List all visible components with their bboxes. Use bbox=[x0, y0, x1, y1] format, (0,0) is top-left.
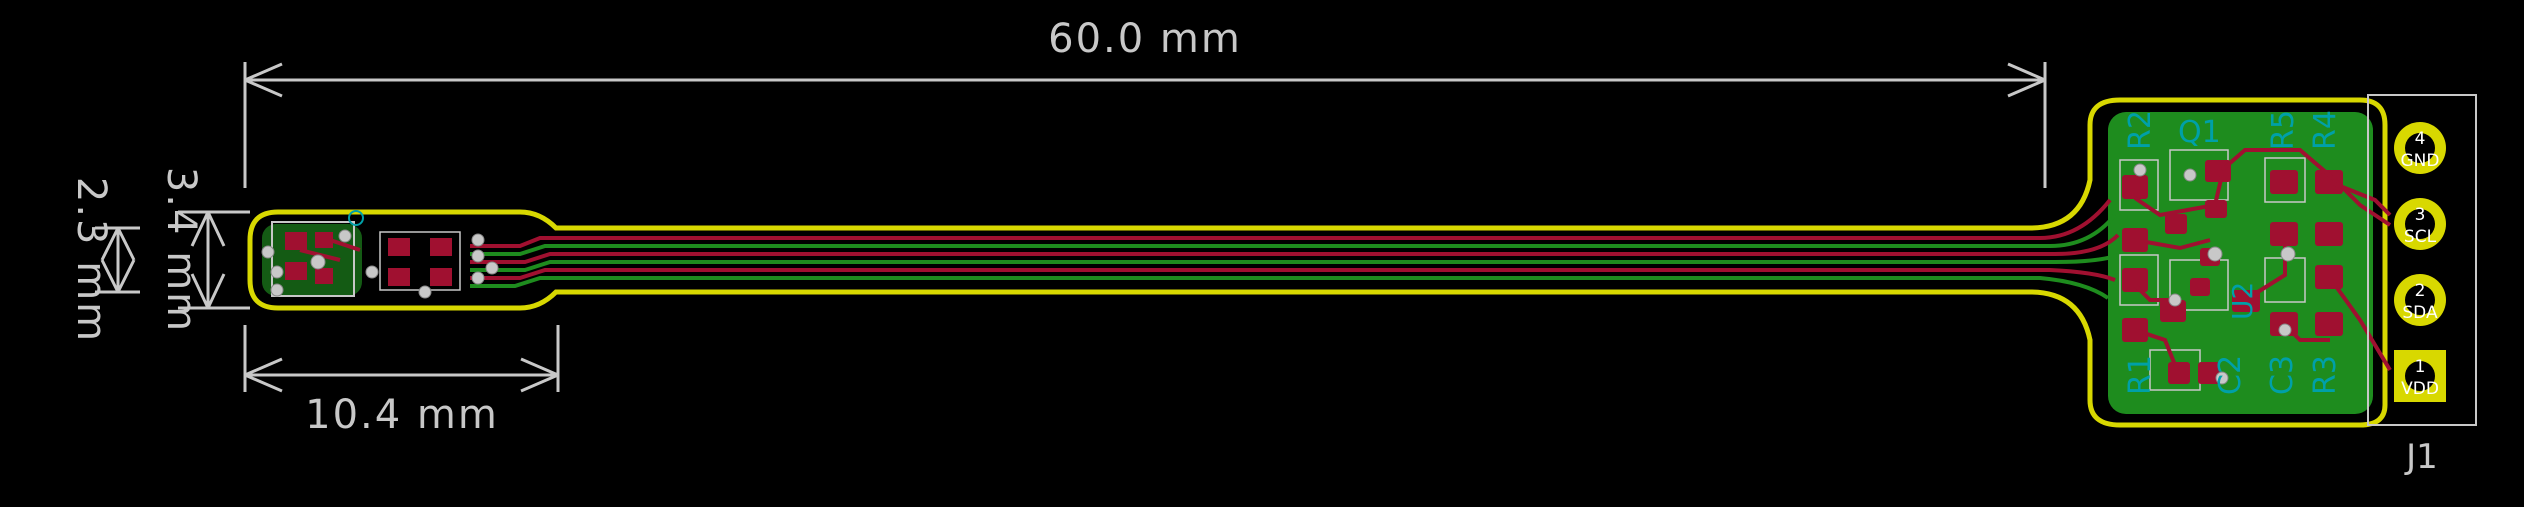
pin-3-label: SCL bbox=[2404, 227, 2437, 247]
connector-pin-4[interactable]: 4 GND bbox=[2394, 122, 2446, 174]
connector-pin-3[interactable]: 3 SCL bbox=[2394, 198, 2446, 250]
pin-4-label: GND bbox=[2401, 151, 2440, 171]
pin-1-label: VDD bbox=[2401, 379, 2439, 399]
dimension-tip-width-label: 10.4 mm bbox=[305, 392, 499, 438]
head-traces bbox=[2133, 148, 2392, 372]
dimension-outer-height-label: 3.4 mm bbox=[158, 167, 204, 333]
pin-2-number: 2 bbox=[2415, 281, 2426, 301]
connector-pin-2[interactable]: 2 SDA bbox=[2394, 274, 2446, 326]
ref-r3: R3 bbox=[2308, 355, 2343, 395]
ref-r2: R2 bbox=[2123, 110, 2158, 150]
ref-u2: U2 bbox=[2226, 282, 2259, 320]
pin-3-number: 3 bbox=[2415, 205, 2426, 225]
reference-designators: R2 Q1 R5 R4 U2 R1 C2 C3 R3 bbox=[2123, 110, 2343, 395]
dimension-inner-height bbox=[95, 226, 140, 294]
dimension-length-label: 60.0 mm bbox=[1048, 16, 1242, 62]
trace-bundle bbox=[470, 198, 2120, 300]
ref-c3: C3 bbox=[2265, 355, 2300, 395]
connector-j1-courtyard bbox=[2367, 94, 2477, 426]
ref-c2: C2 bbox=[2213, 355, 2248, 395]
dimension-inner-height-label: 2.3 mm bbox=[68, 177, 114, 343]
ref-r1: R1 bbox=[2123, 355, 2158, 395]
tip-sensor-area bbox=[271, 221, 461, 297]
dimension-tip-width bbox=[243, 325, 560, 393]
pin-1-number: 1 bbox=[2415, 357, 2426, 377]
ref-q1: Q1 bbox=[2178, 115, 2221, 150]
tip-vias bbox=[261, 229, 499, 299]
dimension-length bbox=[243, 62, 2047, 188]
dimension-outer-height bbox=[178, 210, 250, 310]
connector-ref-j1: J1 bbox=[2404, 437, 2438, 477]
pin-2-label: SDA bbox=[2402, 303, 2438, 323]
head-vias bbox=[2133, 163, 2296, 385]
tip-fiducial bbox=[348, 210, 364, 226]
connector-pin-1[interactable]: 1 VDD bbox=[2394, 350, 2446, 402]
pin-4-number: 4 bbox=[2415, 129, 2426, 149]
ref-r4: R4 bbox=[2308, 110, 2343, 150]
ref-r5: R5 bbox=[2266, 110, 2301, 150]
